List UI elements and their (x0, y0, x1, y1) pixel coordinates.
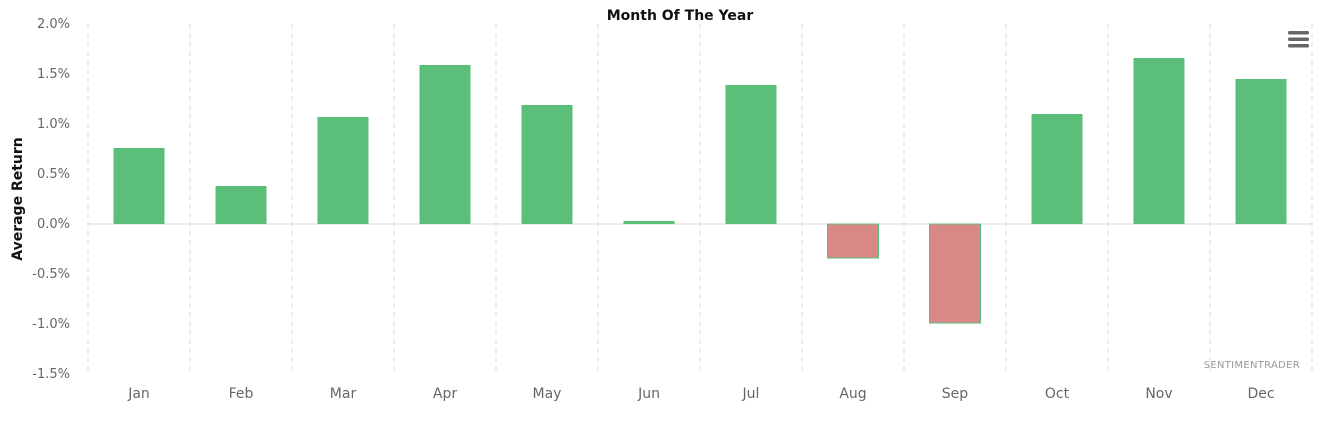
bars (113, 58, 1287, 324)
x-tick-label: Mar (330, 386, 357, 402)
bar-aug (827, 223, 879, 259)
y-tick-label: 2.0% (37, 17, 70, 32)
x-tick-label: Apr (433, 386, 457, 402)
x-tick-label: Dec (1247, 386, 1274, 402)
bar-nov (1133, 58, 1185, 224)
grid-lines (87, 24, 1313, 375)
x-tick-label: Jun (637, 386, 660, 402)
y-tick-label: 0.5% (37, 167, 70, 182)
x-tick-label: Jul (742, 386, 760, 402)
y-tick-label: -0.5% (32, 267, 70, 282)
y-tick-label: -1.0% (32, 317, 70, 332)
y-tick-label: 0.0% (37, 217, 70, 232)
bar-jan (113, 148, 165, 224)
bar-mar (317, 117, 369, 224)
x-tick-label: May (533, 386, 562, 402)
y-axis-ticks: 2.0% 1.5% 1.0% 0.5% 0.0% -0.5% -1.0% -1.5% (32, 17, 70, 382)
watermark: SENTIMENTRADER (1204, 360, 1300, 371)
bar-sep (929, 223, 981, 324)
x-tick-label: Feb (229, 386, 254, 402)
y-tick-label: 1.0% (37, 117, 70, 132)
x-axis-ticks: Jan Feb Mar Apr May Jun Jul Aug Sep Oct Nov Dec (127, 386, 1274, 402)
bar-apr (419, 65, 471, 224)
y-axis-label: Average Return (10, 137, 26, 261)
y-tick-label: -1.5% (32, 367, 70, 382)
x-tick-label: Nov (1145, 386, 1172, 402)
hamburger-menu-icon[interactable] (1286, 30, 1312, 50)
bar-feb (215, 186, 267, 224)
bar-jun (623, 221, 675, 224)
bar-oct (1031, 114, 1083, 224)
chart-title: Month Of The Year (607, 8, 754, 24)
x-tick-label: Oct (1045, 386, 1070, 402)
x-tick-label: Sep (942, 386, 969, 402)
y-tick-label: 1.5% (37, 67, 70, 82)
bar-jul (725, 85, 777, 224)
x-tick-label: Aug (839, 386, 866, 402)
x-tick-label: Jan (127, 386, 150, 402)
bar-may (521, 105, 573, 224)
bar-dec (1235, 79, 1287, 224)
